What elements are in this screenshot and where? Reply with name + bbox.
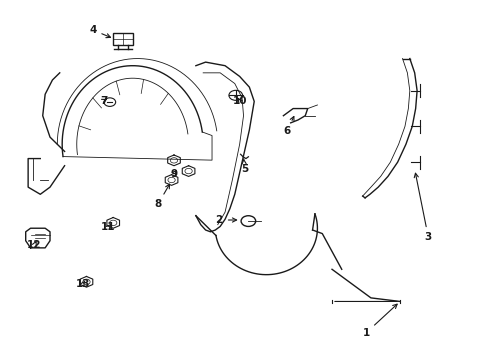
Text: 4: 4: [89, 25, 110, 38]
Text: 7: 7: [100, 96, 107, 106]
Text: 6: 6: [283, 117, 293, 136]
Text: 13: 13: [76, 279, 90, 289]
Text: 10: 10: [232, 96, 246, 106]
Text: 9: 9: [170, 168, 177, 179]
Text: 8: 8: [154, 184, 169, 209]
Bar: [113, 33, 133, 45]
Text: 12: 12: [27, 240, 41, 250]
Text: 2: 2: [215, 215, 236, 225]
Text: 11: 11: [101, 222, 115, 232]
Text: 5: 5: [241, 159, 247, 174]
Text: 1: 1: [362, 304, 396, 338]
Text: 3: 3: [413, 173, 431, 242]
